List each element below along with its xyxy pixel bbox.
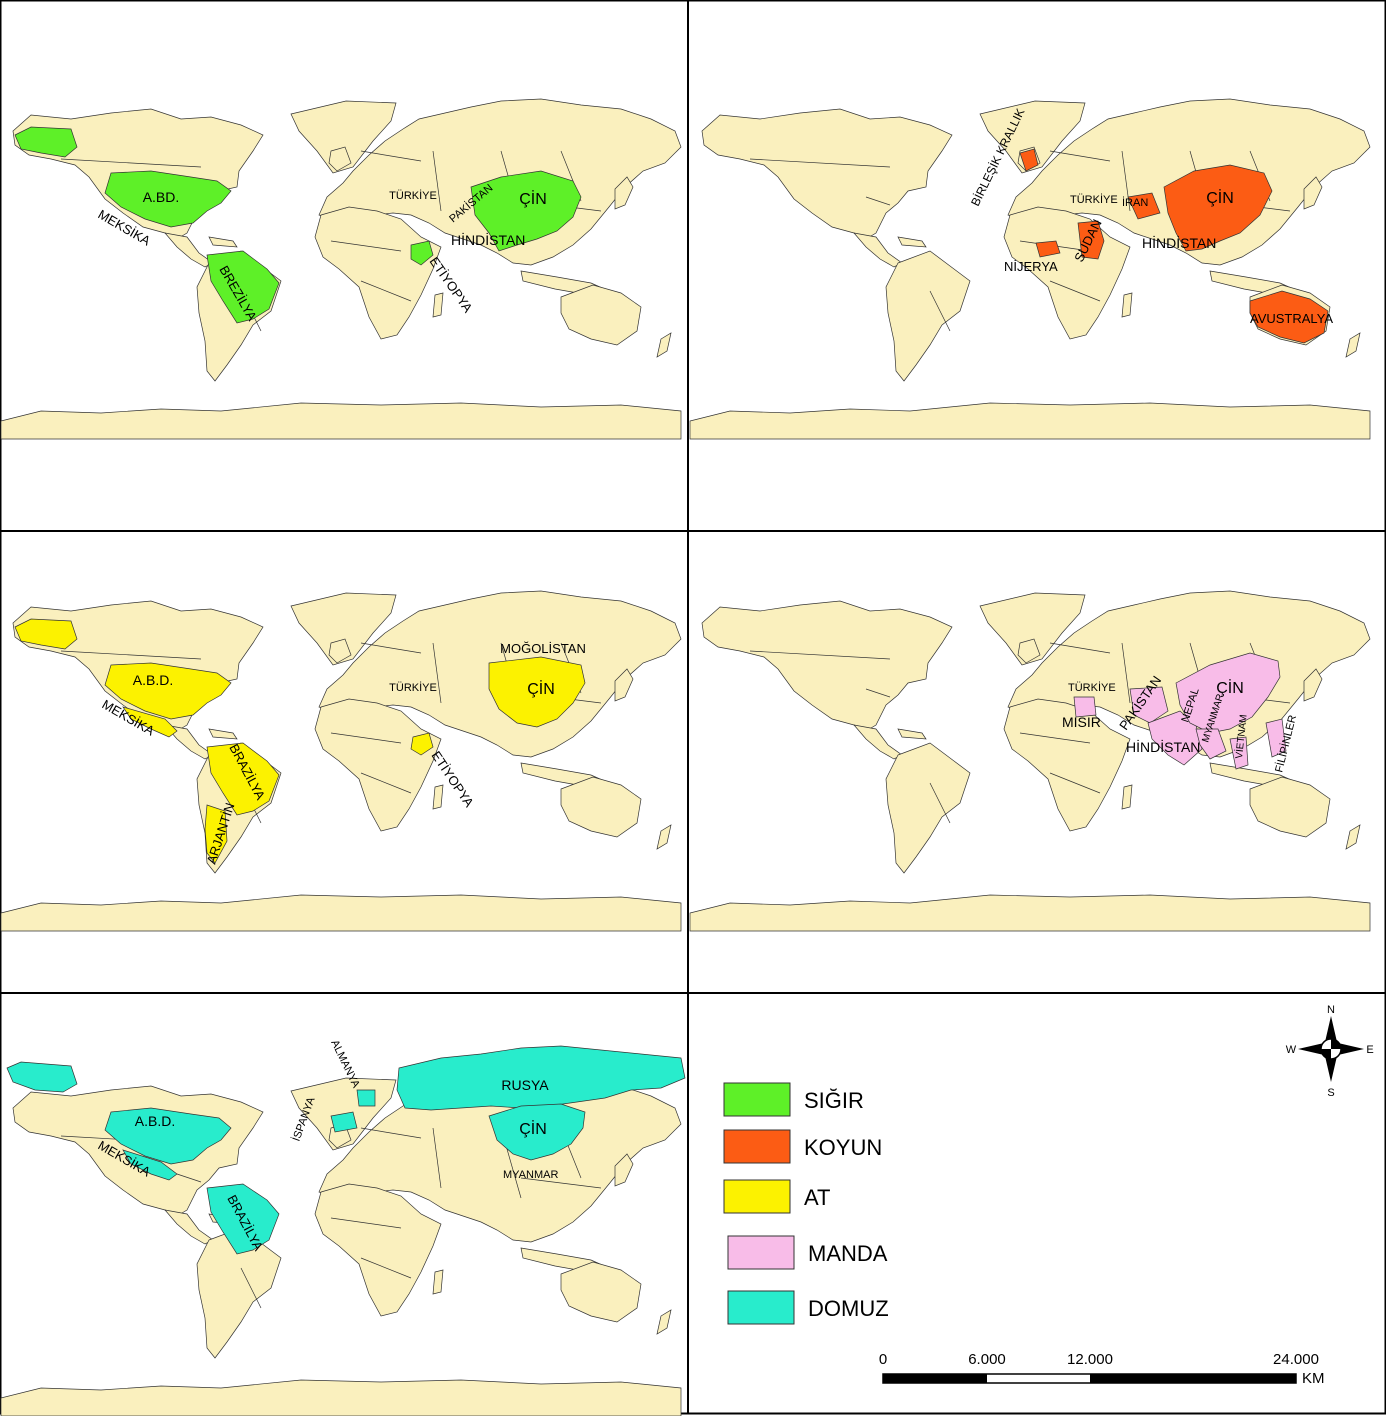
map-at: MOĞOLİSTAN A.B.D. TÜRKİYE ÇİN MEKSİKA BR… [0, 590, 682, 932]
map-domuz: ALMANYA RUSYA A.B.D. İSPANYA ÇİN MEKSİKA… [0, 1038, 686, 1416]
label-cin: ÇİN [1216, 678, 1244, 697]
label-cin: ÇİN [519, 189, 547, 208]
legend-item-koyun: KOYUN [723, 1129, 882, 1164]
scale-tick-6000: 6.000 [968, 1351, 1006, 1368]
legend-swatch [723, 1179, 791, 1214]
scale-tick-0: 0 [879, 1351, 887, 1368]
legend-swatch [723, 1082, 791, 1117]
scale-bar: 0 6.000 12.000 24.000 KM [879, 1351, 1325, 1387]
label-myanmar: MYANMAR [503, 1169, 558, 1181]
label-nijerya: NİJERYA [1004, 259, 1058, 274]
legend-item-sigir: SIĞIR [723, 1082, 864, 1117]
scale-tick-24000: 24.000 [1273, 1351, 1319, 1368]
label-mogolistan: MOĞOLİSTAN [500, 641, 586, 656]
label-cin: ÇİN [519, 1119, 547, 1138]
legend-label: SIĞIR [804, 1088, 864, 1113]
label-avustralya: AVUSTRALYA [1250, 311, 1333, 326]
legend-swatch [727, 1235, 795, 1270]
label-hindistan: HİNDİSTAN [451, 231, 525, 248]
scale-unit: KM [1302, 1370, 1325, 1387]
compass-s: S [1327, 1087, 1334, 1099]
map-manda: TÜRKİYE PAKİSTAN ÇİN MISIR HİNDİSTAN NEP… [689, 590, 1371, 932]
legend-item-at: AT [723, 1179, 830, 1214]
legend-item-domuz: DOMUZ [727, 1290, 889, 1325]
label-cin: ÇİN [1206, 188, 1234, 207]
legend-label: AT [804, 1185, 830, 1210]
label-a-b-d: A.BD. [143, 189, 180, 205]
label-iran: İRAN [1122, 196, 1148, 209]
label-hindistan: HİNDİSTAN [1126, 738, 1200, 755]
legend-swatch [723, 1129, 791, 1164]
north-arrow-icon: N S E W [1286, 1004, 1374, 1099]
label-a-b-d: A.B.D. [133, 672, 173, 688]
label-turkiye: TÜRKİYE [1070, 193, 1118, 206]
legend-swatch [727, 1290, 795, 1325]
legend-label: MANDA [808, 1241, 888, 1266]
legend-label: DOMUZ [808, 1296, 889, 1321]
compass-e: E [1366, 1044, 1373, 1056]
compass-w: W [1286, 1044, 1297, 1056]
legend: SIĞIR KOYUN AT MANDA DOMUZ [723, 1082, 889, 1325]
legend-item-manda: MANDA [727, 1235, 888, 1270]
label-turkiye: TÜRKİYE [389, 189, 437, 202]
label-misir: MISIR [1062, 714, 1101, 730]
label-rusya: RUSYA [501, 1077, 549, 1093]
compass-n: N [1327, 1004, 1335, 1016]
label-hindistan: HİNDİSTAN [1142, 234, 1216, 251]
scale-tick-12000: 12.000 [1067, 1351, 1113, 1368]
label-turkiye: TÜRKİYE [1068, 681, 1116, 694]
map-koyun: BİRLEŞİK KRALLIK TÜRKİYE İRAN ÇİN HİNDİS… [689, 98, 1371, 440]
label-turkiye: TÜRKİYE [389, 681, 437, 694]
map-sigir: A.BD. MEKSİKA BREZİLYA TÜRKİYE PAKİSTAN … [0, 98, 682, 440]
label-a-b-d: A.B.D. [135, 1113, 175, 1129]
legend-label: KOYUN [804, 1135, 882, 1160]
label-cin: ÇİN [527, 679, 555, 698]
